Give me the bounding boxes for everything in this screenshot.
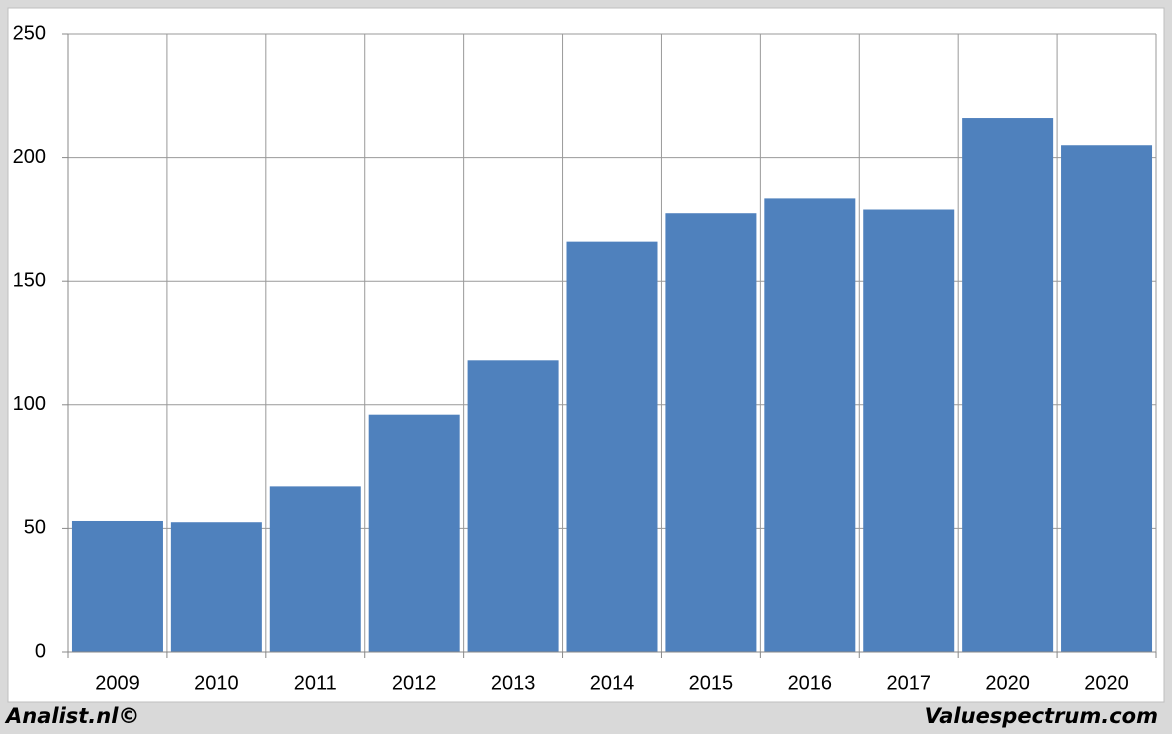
- x-tick-label: 2020: [1084, 672, 1129, 694]
- x-tick-label: 2016: [788, 672, 833, 694]
- y-tick-label: 0: [35, 640, 46, 662]
- bar: [467, 360, 559, 652]
- bar: [566, 241, 658, 652]
- x-tick-label: 2009: [95, 672, 140, 694]
- x-tick-label: 2010: [194, 672, 239, 694]
- y-tick-label: 150: [13, 269, 46, 291]
- y-tick-label: 250: [13, 22, 46, 44]
- footer-right: Valuespectrum.com: [925, 704, 1158, 728]
- bar: [764, 198, 856, 652]
- x-tick-label: 2020: [985, 672, 1030, 694]
- bar: [368, 414, 460, 652]
- bar: [71, 520, 163, 652]
- bar: [1061, 145, 1153, 653]
- y-tick-label: 200: [13, 146, 46, 168]
- y-tick-label: 50: [24, 517, 46, 539]
- x-tick-label: 2017: [886, 672, 931, 694]
- x-tick-label: 2013: [491, 672, 536, 694]
- bar: [962, 118, 1054, 653]
- bar: [170, 522, 262, 652]
- x-tick-label: 2011: [294, 672, 337, 694]
- x-tick-label: 2014: [590, 672, 635, 694]
- x-tick-label: 2015: [689, 672, 734, 694]
- bar: [863, 209, 955, 652]
- y-tick-label: 100: [13, 393, 46, 415]
- bar: [665, 213, 757, 652]
- x-tick-label: 2012: [392, 672, 437, 694]
- bar: [269, 486, 361, 652]
- footer-left: Analist.nl©: [4, 704, 139, 728]
